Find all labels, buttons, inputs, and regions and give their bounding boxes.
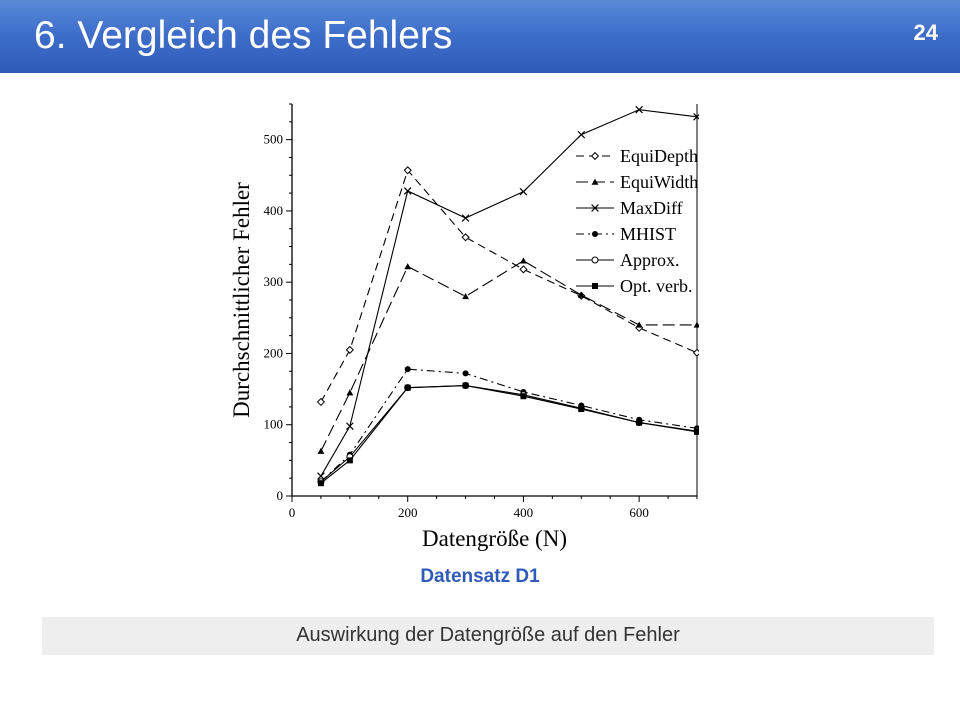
series-line (320, 384, 698, 483)
series-maxdiff (317, 105, 699, 480)
data-point (462, 293, 469, 300)
caption-text: Auswirkung der Datengröße auf den Fehler (296, 624, 680, 646)
data-point (692, 348, 699, 357)
legend-marker (592, 283, 598, 289)
data-point (577, 130, 586, 139)
y-tick-label: 200 (264, 345, 284, 360)
data-point (317, 447, 325, 454)
y-axis-title: Durchschnittlicher Fehler (229, 182, 254, 418)
x-tick-label: 0 (289, 505, 296, 520)
legend-marker (591, 256, 599, 264)
legend-marker (591, 178, 599, 185)
data-point (694, 428, 699, 435)
data-point (577, 291, 585, 298)
legend-label: MHIST (620, 224, 676, 244)
error-line-chart: 0 100 200 300 400 500 0 200 400 600 Datengröße (N)… (229, 103, 699, 551)
x-axis-title: Datengröße (N) (422, 526, 567, 551)
series-approx- (317, 382, 699, 486)
legend-label: MaxDiff (620, 198, 683, 218)
series-line (320, 384, 698, 484)
y-tick-label: 400 (264, 203, 284, 218)
data-point (345, 345, 354, 354)
data-point (519, 187, 528, 196)
data-point (462, 382, 469, 389)
data-point (404, 366, 411, 373)
legend-label: EquiDepth (620, 146, 698, 166)
caption-box: Auswirkung der Datengröße auf den Fehler (42, 617, 934, 655)
data-point (520, 257, 527, 264)
data-point (461, 233, 470, 242)
legend: EquiDepth EquiWidth MaxDiff MHIST Approx. Opt… (576, 146, 698, 296)
series-line (320, 368, 698, 483)
data-point (346, 422, 354, 430)
slide-header: 6. Vergleich des Fehlers 24 (0, 0, 960, 73)
data-point (635, 321, 643, 328)
data-point (635, 105, 643, 114)
dataset-label: Datensatz D1 (420, 566, 540, 587)
x-tick-label: 200 (398, 505, 418, 520)
legend-label: Approx. (620, 250, 680, 270)
series-opt-verb- (317, 382, 699, 487)
data-point (520, 393, 527, 400)
data-point (317, 472, 325, 480)
data-point (403, 166, 412, 175)
legend-label: Opt. verb. (620, 276, 692, 296)
data-point (317, 480, 324, 487)
series-line (320, 260, 697, 452)
data-point (403, 187, 412, 195)
page-number: 24 (913, 20, 938, 45)
data-point (693, 113, 699, 121)
slide-title: 6. Vergleich des Fehlers (34, 14, 453, 57)
y-tick-label: 100 (264, 417, 284, 432)
legend-marker (591, 204, 599, 212)
y-tick-label: 300 (264, 274, 284, 289)
y-tick-label: 0 (277, 488, 284, 503)
data-point (316, 397, 326, 407)
data-point (461, 214, 470, 222)
legend-label: EquiWidth (620, 172, 698, 192)
x-tick-label: 400 (514, 505, 534, 520)
y-tick-label: 500 (264, 132, 284, 147)
data-point (346, 457, 353, 464)
data-point (578, 406, 585, 413)
legend-marker (590, 151, 600, 161)
data-point (636, 419, 643, 426)
x-tick-label: 600 (629, 505, 649, 520)
series-equiwidth (317, 257, 699, 454)
legend-marker (592, 231, 598, 237)
data-point (404, 263, 412, 270)
data-point (462, 370, 469, 377)
series-mhist (317, 366, 699, 485)
data-point (519, 265, 528, 274)
series-line (320, 109, 698, 477)
data-point (346, 389, 354, 396)
data-point (693, 321, 699, 328)
data-point (404, 384, 411, 391)
series-line (320, 169, 698, 403)
